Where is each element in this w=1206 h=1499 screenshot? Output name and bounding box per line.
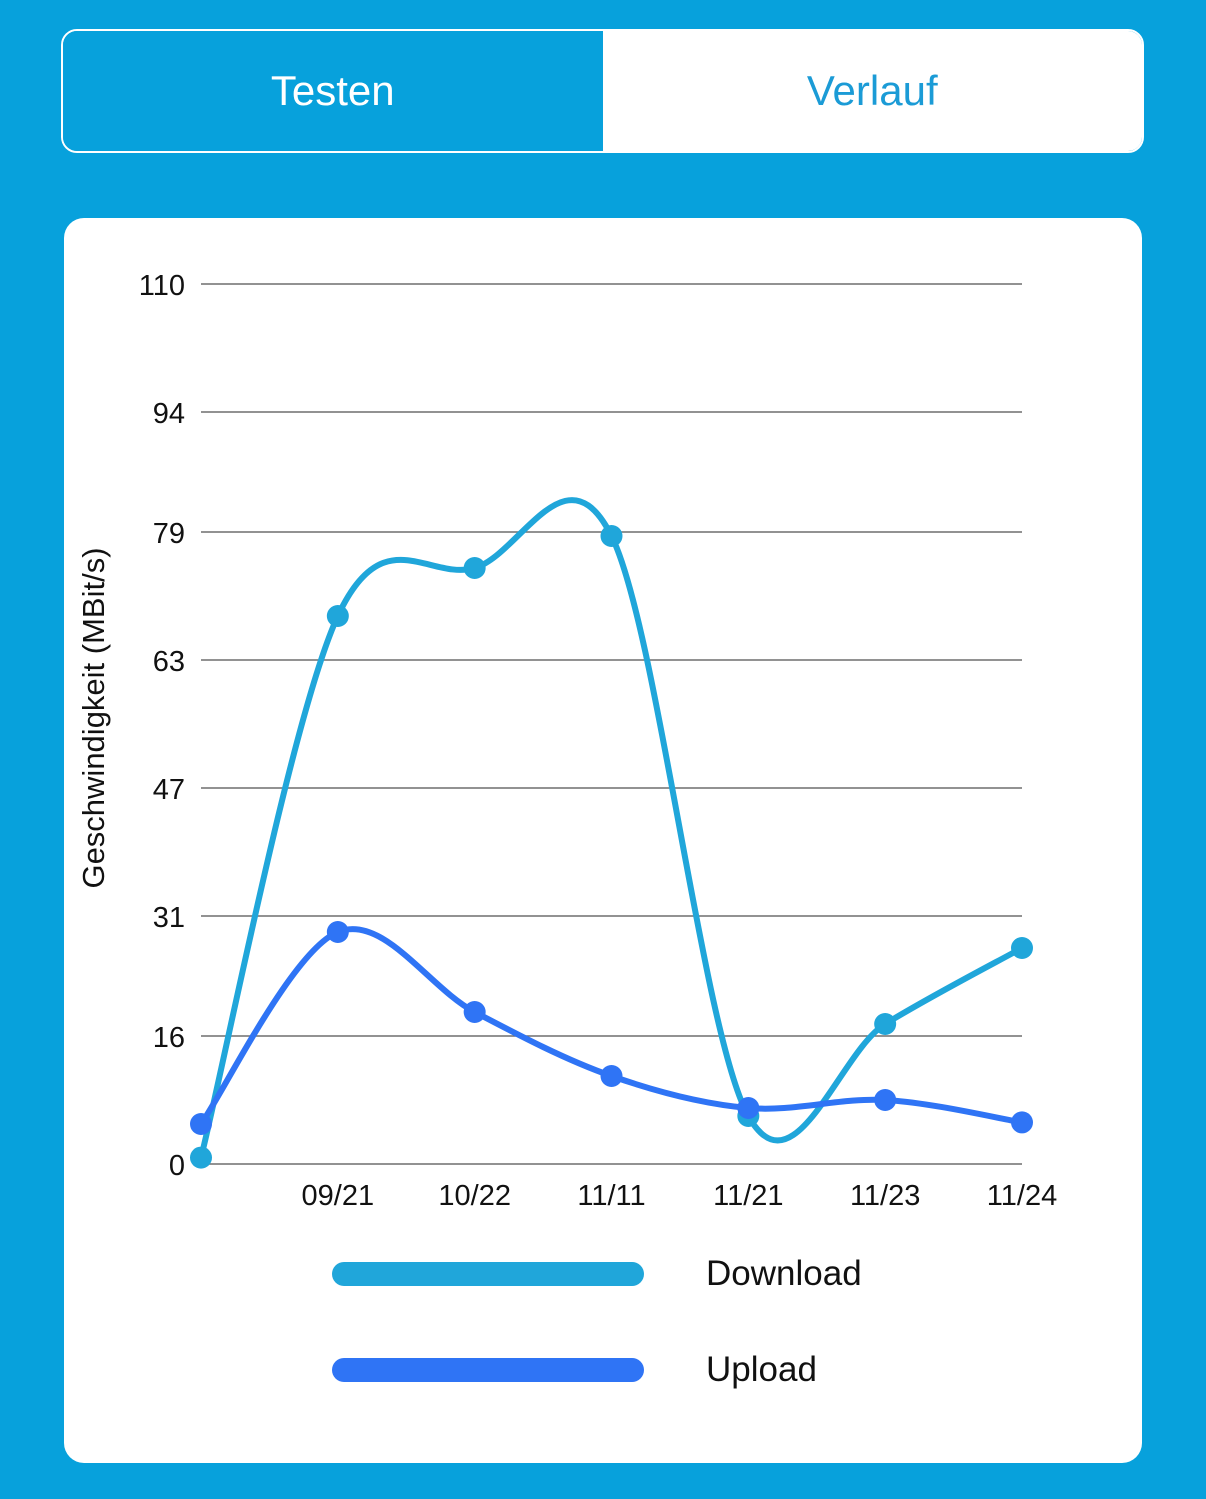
x-tick-label: 11/11: [577, 1180, 645, 1212]
tab-testen[interactable]: Testen: [63, 31, 603, 151]
upload-data-point: [737, 1097, 760, 1119]
x-tick-label: 09/21: [302, 1180, 375, 1212]
speed-history-chart: 110 94 79 63 47 31 16 0 09/21 10/22 11/11 11/21 11/…: [76, 270, 1058, 1212]
y-axis-title: Geschwindigkeit (MBit/s): [76, 547, 111, 888]
y-tick-labels: 110 94 79 63 47 31 16 0: [139, 270, 185, 1182]
y-tick-label: 47: [153, 774, 185, 806]
y-tick-label: 63: [153, 646, 185, 678]
tab-verlauf[interactable]: Verlauf: [602, 31, 1142, 151]
upload-series-line: [198, 926, 1025, 1127]
legend-upload-swatch: [332, 1358, 644, 1382]
download-series-line: [198, 497, 1025, 1161]
upload-data-point: [463, 1001, 486, 1023]
x-tick-label: 11/21: [713, 1180, 783, 1212]
grid-layer: [201, 283, 1022, 1165]
segmented-control: Testen Verlauf: [61, 29, 1144, 153]
download-data-point: [1011, 937, 1033, 959]
y-tick-label: 0: [169, 1150, 185, 1182]
y-tick-label: 110: [139, 270, 185, 302]
upload-data-point: [326, 921, 349, 943]
chart-card: 110 94 79 63 47 31 16 0 09/21 10/22 11/11 11/21 11/…: [64, 218, 1142, 1463]
legend-download-label: Download: [706, 1254, 862, 1293]
series-layer: [190, 497, 1033, 1169]
download-data-point: [326, 605, 349, 627]
legend-upload: Upload: [332, 1350, 817, 1390]
download-data-point: [600, 525, 623, 547]
download-data-point: [874, 1013, 897, 1035]
y-tick-label: 94: [153, 398, 185, 430]
legend-download: Download: [332, 1254, 862, 1294]
x-tick-labels: 09/21 10/22 11/11 11/21 11/23 11/24: [302, 1180, 1058, 1212]
y-tick-label: 16: [153, 1022, 185, 1054]
download-data-point: [190, 1146, 212, 1169]
upload-data-point: [190, 1113, 212, 1135]
upload-data-point: [1011, 1111, 1033, 1134]
x-tick-label: 11/24: [987, 1180, 1057, 1212]
x-tick-label: 10/22: [438, 1180, 511, 1212]
download-data-point: [463, 557, 486, 579]
y-tick-label: 79: [153, 518, 185, 550]
legend-upload-label: Upload: [706, 1350, 817, 1389]
x-tick-label: 11/23: [850, 1180, 920, 1212]
y-tick-label: 31: [153, 902, 185, 934]
upload-data-point: [874, 1089, 897, 1111]
legend-download-swatch: [332, 1262, 644, 1286]
upload-data-point: [600, 1065, 623, 1087]
